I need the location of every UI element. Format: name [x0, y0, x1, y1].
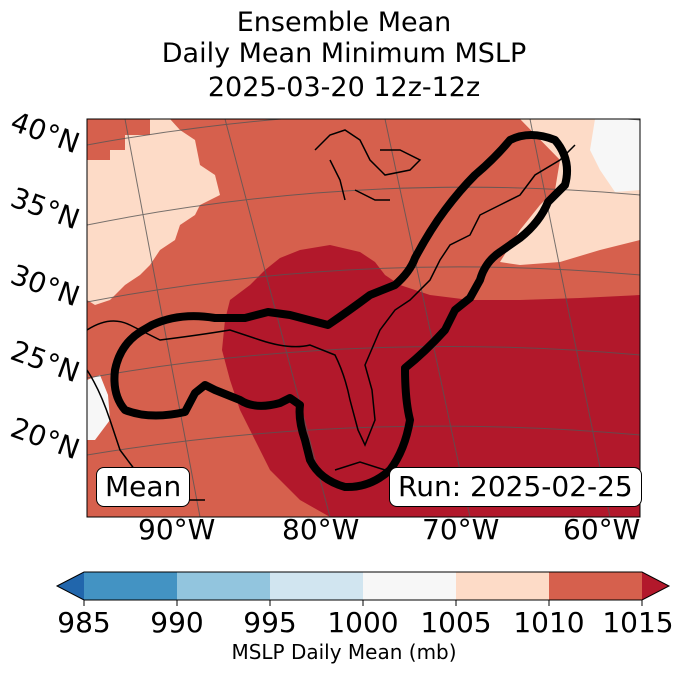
pressure-field-1015	[222, 245, 640, 517]
colorbar-bin-995-1000	[270, 572, 363, 600]
colorbar-tick-1015: 1015	[602, 606, 674, 639]
run-date-label: Run: 2025-02-25	[389, 467, 642, 507]
pressure-field-1000-gulf	[87, 375, 110, 440]
colorbar-bin-1010-1015	[549, 572, 642, 600]
colorbar-extend-high	[642, 572, 669, 600]
title-line-2: Daily Mean Minimum MSLP	[161, 38, 527, 69]
title-line-3: 2025-03-20 12z-12z	[207, 72, 481, 103]
pressure-field-1000-ne	[590, 119, 640, 192]
colorbar-tick-990: 990	[150, 606, 204, 639]
lon-label-70w: 70°W	[422, 513, 500, 546]
panel-label-mean: Mean	[96, 467, 191, 507]
lon-label-60w: 60°W	[563, 513, 641, 546]
colorbar-bin-990-995	[177, 572, 270, 600]
colorbar-tick-1010: 1010	[513, 606, 585, 639]
colorbar-tick-985: 985	[57, 606, 111, 639]
colorbar-bin-985-990	[84, 572, 177, 600]
pressure-field-1005-west	[87, 119, 220, 305]
colorbar-tick-995: 995	[243, 606, 297, 639]
colorbar-extend-low	[57, 572, 84, 600]
colorbar-bin-1005-1010	[456, 572, 549, 600]
coastline-greatlakes	[314, 129, 422, 201]
title-line-1: Ensemble Mean	[236, 7, 452, 38]
colorbar-label: MSLP Daily Mean (mb)	[231, 640, 457, 664]
contour-line	[110, 131, 571, 492]
lon-label-90w: 90°W	[138, 513, 216, 546]
colorbar-tick-1005: 1005	[420, 606, 492, 639]
colorbar-bin-1000-1005	[363, 572, 456, 600]
colorbar-tick-1000: 1000	[327, 606, 399, 639]
lon-label-80w: 80°W	[282, 513, 360, 546]
colorbar	[55, 571, 671, 606]
